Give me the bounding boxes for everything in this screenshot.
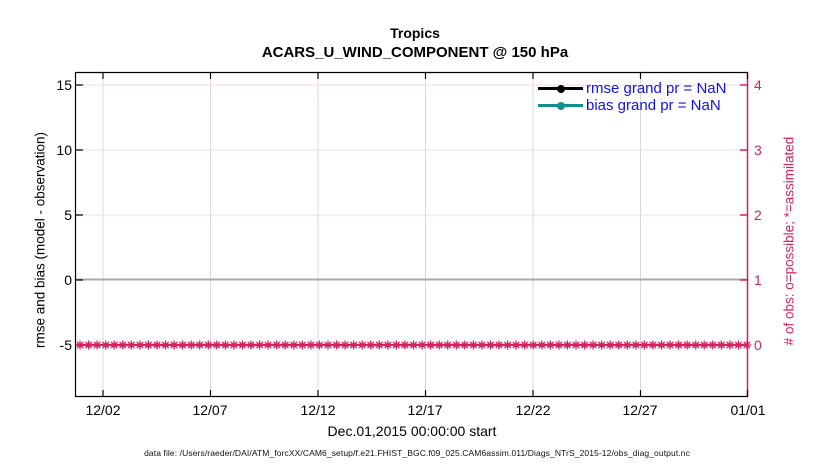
legend-label-bias: bias grand pr = NaN xyxy=(586,97,721,114)
date-gridlines xyxy=(102,72,641,397)
plot-subtitle: ACARS_U_WIND_COMPONENT @ 150 hPa xyxy=(261,44,569,61)
x-tick-12-22: 12/22 xyxy=(515,402,551,418)
legend-item-bias: bias grand pr = NaN xyxy=(538,97,726,114)
y-left-tick-neg5: -5 xyxy=(59,337,72,353)
legend-item-rmse: rmse grand pr = NaN xyxy=(538,80,726,97)
plot-title: Tropics xyxy=(390,25,440,41)
legend-swatch-rmse xyxy=(538,83,583,95)
right-axis-label: # of obs: o=possible; *=assimilated xyxy=(781,136,797,346)
data-file-caption: data file: /Users/raeder/DAI/ATM_forcXX/… xyxy=(144,448,690,458)
y-left-tick-10: 10 xyxy=(56,142,72,158)
x-tick-12-17: 12/17 xyxy=(407,402,443,418)
y-right-tick-3: 3 xyxy=(754,142,762,158)
y-left-tick-5: 5 xyxy=(64,207,72,223)
y-left-tick-0: 0 xyxy=(64,272,72,288)
x-tick-12-02: 12/02 xyxy=(85,402,121,418)
x-tick-01-01: 01/01 xyxy=(730,402,766,418)
right-axis-ticks xyxy=(739,84,749,346)
x-tick-12-12: 12/12 xyxy=(300,402,336,418)
obs-count-asterisk-markers xyxy=(75,340,752,350)
bias-circle-marker-icon xyxy=(556,101,565,110)
y-right-tick-4: 4 xyxy=(754,77,762,93)
y-right-tick-1: 1 xyxy=(754,272,762,288)
bottom-axis-ticks xyxy=(102,389,749,398)
legend-label-rmse: rmse grand pr = NaN xyxy=(586,80,727,97)
x-tick-12-27: 12/27 xyxy=(622,402,658,418)
y-right-tick-0: 0 xyxy=(754,337,762,353)
legend-swatch-bias xyxy=(538,100,583,112)
x-tick-12-07: 12/07 xyxy=(192,402,228,418)
y-right-tick-2: 2 xyxy=(754,207,762,223)
left-axis-label: rmse and bias (model - observation) xyxy=(32,131,48,349)
top-axis-ticks xyxy=(102,71,749,80)
left-axis-ticks xyxy=(74,84,84,346)
y-left-tick-15: 15 xyxy=(56,77,72,93)
right-axis-gridlines xyxy=(75,84,748,346)
x-axis-label: Dec.01,2015 00:00:00 start xyxy=(327,423,497,439)
rmse-circle-marker-icon xyxy=(556,84,565,93)
legend: rmse grand pr = NaN bias grand pr = NaN xyxy=(538,80,726,114)
